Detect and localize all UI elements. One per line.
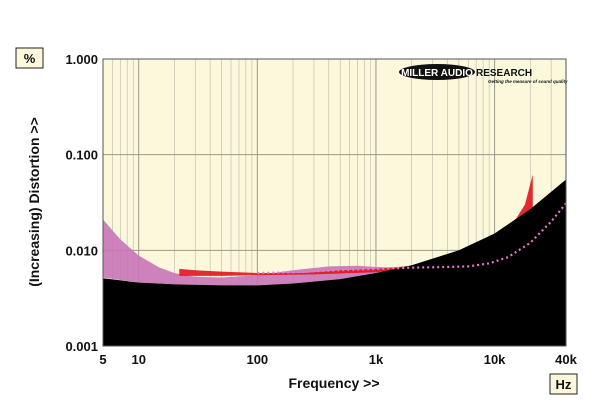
series-band-0 bbox=[103, 219, 397, 287]
x-unit-label: Hz bbox=[556, 377, 572, 392]
x-tick-label: 40k bbox=[555, 352, 577, 367]
y-unit-label: % bbox=[24, 51, 36, 66]
x-unit-box: Hz bbox=[549, 373, 578, 395]
x-tick-label: 1k bbox=[369, 352, 384, 367]
brand-logo: MILLER AUDIO RESEARCH Getting the measur… bbox=[399, 64, 568, 84]
x-tick-label: 10 bbox=[131, 352, 145, 367]
y-tick-label: 0.010 bbox=[65, 243, 98, 258]
series-dotted-line-3 bbox=[257, 202, 567, 275]
y-tick-labels: 1.000 0.100 0.010 0.001 bbox=[65, 52, 98, 354]
y-tick-label: 0.100 bbox=[65, 148, 98, 163]
logo-tagline: Getting the measure of sound quality bbox=[488, 79, 568, 84]
series-layer bbox=[103, 174, 567, 346]
y-tick-label: 0.001 bbox=[65, 339, 98, 354]
x-tick-label: 100 bbox=[246, 352, 268, 367]
y-unit-box: % bbox=[15, 47, 44, 69]
y-tick-label: 1.000 bbox=[65, 52, 98, 67]
plot-frame bbox=[102, 58, 567, 347]
logo-name-right: RESEARCH bbox=[476, 68, 532, 79]
logo-name-left: MILLER AUDIO bbox=[401, 68, 473, 79]
x-tick-label: 5 bbox=[99, 352, 106, 367]
x-tick-labels: 5 10 100 1k 10k 40k bbox=[99, 352, 577, 367]
x-tick-label: 10k bbox=[484, 352, 506, 367]
y-axis-title: (Increasing) Distortion >> bbox=[26, 117, 42, 287]
series-noise-floor-2 bbox=[103, 179, 566, 346]
x-axis-title: Frequency >> bbox=[288, 375, 379, 391]
